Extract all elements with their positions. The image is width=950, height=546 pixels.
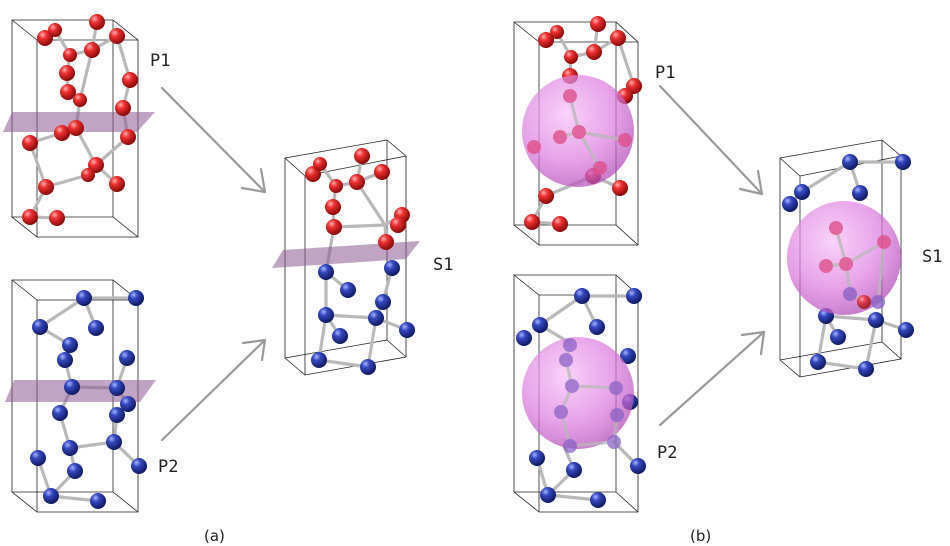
structure-p1-b [513, 16, 642, 246]
label-s1-b: S1 [922, 247, 942, 267]
atoms-p2-b-behind [516, 288, 646, 508]
arrow-p2-to-s1-a [160, 338, 267, 442]
structure-p1-a [3, 14, 155, 238]
atoms-s1-a [305, 148, 415, 375]
structure-p2-b [513, 274, 646, 513]
label-p2-b: P2 [657, 443, 677, 463]
caption-a: (a) [204, 527, 225, 545]
atoms-p1-b-inside [527, 89, 632, 175]
caption-b: (b) [690, 527, 711, 545]
arrow-p1-to-s1-a [160, 86, 267, 194]
label-p2-a: P2 [158, 457, 178, 477]
arrow-p1-to-s1-b [658, 84, 764, 196]
atoms-p2-a [30, 290, 147, 509]
panel-a: P1 P2 S1 (a) [3, 14, 453, 545]
panel-b: P1 P2 S1 (b) [513, 16, 942, 545]
selection-sphere-p2-b [522, 337, 634, 449]
atoms-s1-b-inside [819, 221, 891, 309]
label-s1-a: S1 [433, 255, 453, 275]
atoms-p2-b-inside [554, 338, 624, 453]
label-p1-a: P1 [150, 51, 170, 71]
structure-p2-a [5, 279, 156, 513]
arrow-p2-to-s1-b [658, 330, 766, 427]
atoms-s1-b-behind [782, 154, 914, 377]
atoms-p1-a [22, 14, 138, 226]
label-p1-b: P1 [655, 63, 675, 83]
structure-s1-b [779, 139, 914, 378]
structure-s1-a [272, 139, 420, 376]
